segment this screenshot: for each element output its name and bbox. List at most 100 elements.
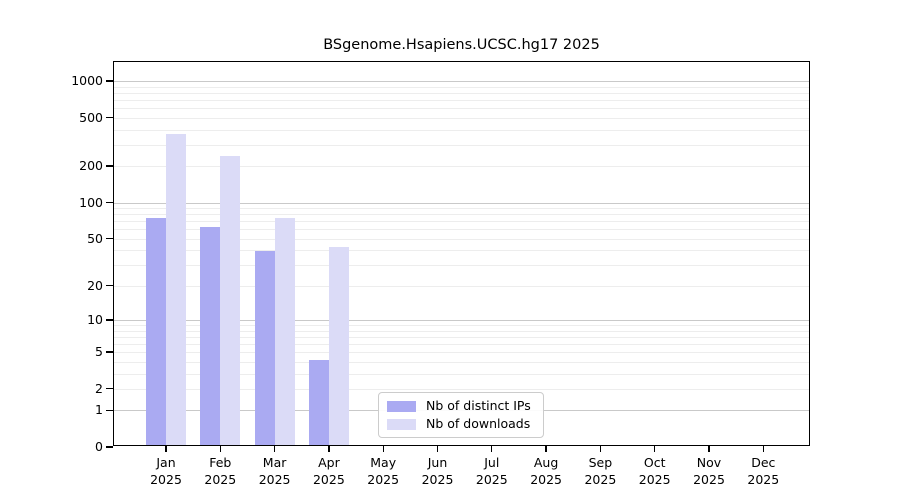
gridline-minor <box>114 325 809 326</box>
year-label: 2025 <box>312 472 345 487</box>
gridline-minor <box>114 92 809 94</box>
x-axis-tick-label: Jun 2025 <box>406 454 470 488</box>
y-axis-tick-label: 10 <box>87 312 103 327</box>
plot-area: 0 1 2 5 10 20 50 100 200 500 1000 Jan 2025 Feb 2025 Mar… <box>71 61 810 487</box>
x-axis-tick <box>382 445 384 452</box>
y-axis-tick <box>105 409 113 411</box>
month-label: Nov <box>696 455 722 470</box>
month-label: Sep <box>588 455 613 470</box>
gridline-minor <box>114 229 809 231</box>
year-label: 2025 <box>693 472 725 487</box>
gridline-minor <box>114 144 809 146</box>
x-axis-tick-label: Aug 2025 <box>514 454 578 488</box>
gridline-minor <box>114 285 809 287</box>
month-label: Apr <box>318 455 340 470</box>
legend-swatch-downloads <box>387 418 416 430</box>
bar-downloads <box>328 247 349 445</box>
gridline-minor <box>114 336 809 338</box>
x-axis-tick-label: Nov 2025 <box>677 454 741 488</box>
y-axis-tick-label: 200 <box>79 158 103 174</box>
x-axis-tick <box>654 445 656 452</box>
gridline-minor <box>114 250 809 252</box>
x-axis-tick-label: Jul 2025 <box>460 454 524 488</box>
month-label: Jan <box>156 455 176 470</box>
x-axis-tick <box>219 445 221 452</box>
gridline-minor <box>114 208 809 209</box>
y-axis-tick-label: 20 <box>87 277 103 293</box>
y-axis-tick <box>105 80 113 82</box>
gridline-minor <box>114 166 809 168</box>
gridline-minor <box>114 117 809 119</box>
gridline-minor <box>114 343 809 345</box>
x-axis-tick-label: Jan 2025 <box>134 454 198 488</box>
x-axis-tick-label: Oct 2025 <box>623 454 687 488</box>
gridline-minor <box>114 265 809 267</box>
gridline-minor <box>114 361 809 363</box>
bar-distinct-ips <box>200 227 221 445</box>
legend: Nb of distinct IPs Nb of downloads <box>378 392 544 438</box>
x-axis-tick-label: Mar 2025 <box>243 454 307 488</box>
gridline-major <box>114 320 809 321</box>
month-label: Mar <box>262 455 287 470</box>
bar-downloads <box>166 133 186 445</box>
year-label: 2025 <box>530 472 562 487</box>
x-axis-tick <box>165 445 167 452</box>
gridline-major <box>114 81 809 82</box>
gridline-minor <box>114 352 809 354</box>
x-axis-tick-label: Apr 2025 <box>297 454 361 488</box>
year-label: 2025 <box>204 472 237 487</box>
y-axis-tick-label: 50 <box>87 230 103 246</box>
y-axis-tick-label: 1 <box>95 402 103 418</box>
gridline-minor <box>114 108 809 109</box>
month-label: Aug <box>533 455 559 470</box>
month-label: Jul <box>484 455 500 470</box>
month-label: Feb <box>209 455 232 470</box>
x-axis-tick <box>273 445 276 452</box>
y-axis-tick <box>105 201 113 204</box>
y-axis-tick-label: 5 <box>95 344 103 360</box>
gridline-minor <box>114 330 809 332</box>
legend-item-downloads: Nb of downloads <box>387 417 535 431</box>
y-axis-tick-label: 100 <box>79 194 103 210</box>
year-label: 2025 <box>150 472 182 487</box>
y-axis-tick-label: 2 <box>95 380 103 396</box>
y-axis-tick <box>105 285 113 287</box>
legend-label-downloads: Nb of downloads <box>426 416 531 431</box>
year-label: 2025 <box>367 472 400 487</box>
year-label: 2025 <box>638 472 671 487</box>
bar-downloads <box>274 217 295 445</box>
year-label: 2025 <box>747 472 780 487</box>
gridline-minor <box>114 221 809 223</box>
y-axis-tick-label: 1000 <box>71 73 103 88</box>
month-label: Jun <box>427 455 448 470</box>
y-axis-tick <box>105 319 113 321</box>
y-axis-tick <box>105 446 113 448</box>
month-label: Dec <box>751 455 776 470</box>
chart-title: BSgenome.Hsapiens.UCSC.hg17 2025 <box>323 37 600 53</box>
legend-swatch-distinct-ips <box>387 400 416 412</box>
bar-distinct-ips <box>146 217 166 445</box>
month-label: Oct <box>643 455 666 470</box>
legend-item-distinct-ips: Nb of distinct IPs <box>387 399 535 413</box>
bar-distinct-ips <box>254 250 275 445</box>
gridline-minor <box>114 129 809 131</box>
x-axis-tick <box>545 445 547 452</box>
gridline-minor <box>114 214 809 216</box>
y-axis-tick <box>105 165 113 167</box>
gridline-minor <box>114 388 809 390</box>
x-axis-tick <box>599 445 602 452</box>
y-axis-tick-label: 0 <box>95 439 103 454</box>
bar-downloads <box>220 155 241 445</box>
bar-distinct-ips <box>308 359 329 445</box>
month-label: May <box>370 455 397 470</box>
y-axis-tick-label: 500 <box>79 109 103 125</box>
x-axis-tick-label: Sep 2025 <box>568 454 632 488</box>
x-axis-tick-label: Feb 2025 <box>188 454 252 488</box>
y-axis-tick <box>105 388 113 390</box>
x-axis-tick <box>762 445 764 452</box>
x-axis-tick <box>436 445 439 452</box>
y-axis-tick <box>105 351 113 353</box>
year-label: 2025 <box>584 472 617 487</box>
x-axis-tick <box>708 445 710 452</box>
y-axis-tick <box>105 238 113 240</box>
